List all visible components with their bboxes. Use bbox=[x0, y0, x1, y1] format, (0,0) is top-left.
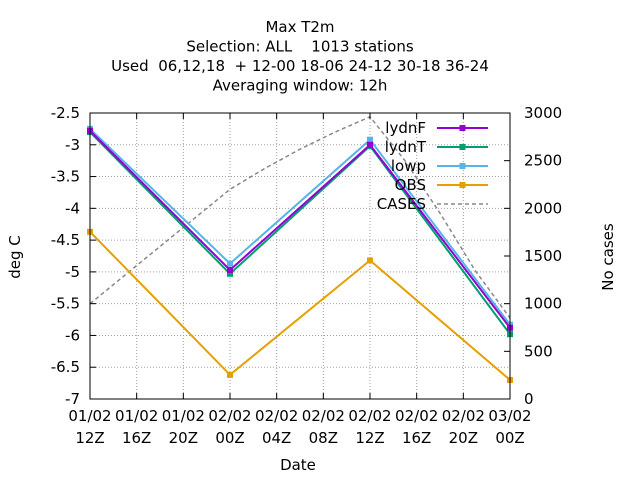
y-tick-label: -5 bbox=[65, 263, 80, 281]
data-point-lydnt bbox=[227, 270, 233, 277]
y-tick-label: -5.5 bbox=[51, 295, 80, 313]
data-point-lowp bbox=[227, 260, 233, 267]
y-tick-label: -3 bbox=[65, 136, 80, 154]
legend-label-lowp: lowp bbox=[391, 157, 426, 175]
x-tick-label-date: 01/02 bbox=[68, 407, 111, 425]
plot-frame bbox=[89, 112, 511, 400]
series-line-lydnf bbox=[89, 130, 511, 329]
data-point-obs bbox=[227, 371, 233, 378]
data-point-obs bbox=[367, 257, 373, 264]
legend-marker-obs bbox=[459, 182, 466, 188]
x-tick-label-hour: 04Z bbox=[262, 429, 291, 447]
x-tick-label-date: 02/02 bbox=[208, 407, 251, 425]
x-tick-label-date: 02/02 bbox=[255, 407, 298, 425]
y2-tick-label: 1500 bbox=[524, 247, 562, 265]
title-line: Selection: ALL 1013 stations bbox=[186, 38, 414, 56]
y2-tick-label: 500 bbox=[524, 342, 553, 360]
y-tick-label: -7 bbox=[65, 390, 80, 408]
x-tick-label-hour: 00Z bbox=[495, 429, 524, 447]
title-line: Max T2m bbox=[265, 18, 334, 36]
series-line-obs bbox=[89, 231, 511, 381]
x-tick-label-hour: 00Z bbox=[215, 429, 244, 447]
x-tick-label-hour: 20Z bbox=[449, 429, 478, 447]
y2-axis-label: No cases bbox=[599, 223, 617, 291]
x-tick-label-date: 02/02 bbox=[348, 407, 391, 425]
y2-tick-label: 2000 bbox=[524, 199, 562, 217]
axes: -2.5 -3 -3.5 -4 -4.5 -5 -5.5 -6 -6.5 -7 0 500 1000 15… bbox=[51, 104, 562, 447]
x-tick-label-hour: 12Z bbox=[355, 429, 384, 447]
y-tick-label: -3.5 bbox=[51, 168, 80, 186]
y-axis-label: deg C bbox=[6, 235, 24, 279]
y-tick-label: -4 bbox=[65, 199, 80, 217]
chart-title: Max T2m Selection: ALL 1013 stationsUsed … bbox=[111, 18, 489, 95]
x-tick-label-date: 03/02 bbox=[488, 407, 531, 425]
legend-label-obs: OBS bbox=[395, 176, 426, 194]
data-point-lydnf bbox=[227, 266, 233, 273]
title-line: Used 06,12,18 + 12-00 18-06 24-12 30-18 … bbox=[111, 57, 489, 75]
legend-label-lydnf: lydnF bbox=[385, 119, 426, 137]
x-tick-label-date: 02/02 bbox=[395, 407, 438, 425]
y-tick-label: -6.5 bbox=[51, 358, 80, 376]
y2-tick-label: 2500 bbox=[524, 152, 562, 170]
legend-marker-lydnt bbox=[459, 144, 466, 150]
x-tick-label-hour: 08Z bbox=[309, 429, 338, 447]
y-tick-label: -4.5 bbox=[51, 231, 80, 249]
legend-label-cases: CASES bbox=[377, 195, 426, 213]
x-tick-label-date: 02/02 bbox=[302, 407, 345, 425]
x-tick-label-hour: 20Z bbox=[169, 429, 198, 447]
y2-tick-label: 0 bbox=[524, 390, 534, 408]
title-line: Averaging window: 12h bbox=[213, 77, 388, 95]
x-axis-label: Date bbox=[280, 456, 316, 474]
series-line-cases bbox=[89, 115, 511, 319]
data-point-lowp bbox=[367, 136, 373, 143]
series-line-lydnt bbox=[89, 131, 511, 335]
data-point-lydnf bbox=[367, 141, 373, 148]
x-tick-label-hour: 12Z bbox=[75, 429, 104, 447]
x-tick-label-date: 01/02 bbox=[162, 407, 205, 425]
grid-lines bbox=[89, 112, 511, 400]
x-tick-label-hour: 16Z bbox=[402, 429, 431, 447]
x-tick-label-hour: 16Z bbox=[122, 429, 151, 447]
y-tick-label: -2.5 bbox=[51, 104, 80, 122]
x-tick-label-date: 01/02 bbox=[115, 407, 158, 425]
y2-tick-label: 1000 bbox=[524, 295, 562, 313]
x-tick-label-date: 02/02 bbox=[442, 407, 485, 425]
y-tick-label: -6 bbox=[65, 326, 80, 344]
legend-label-lydnt: lydnT bbox=[385, 138, 427, 156]
series-line-lowp bbox=[89, 128, 511, 326]
y2-tick-label: 3000 bbox=[524, 104, 562, 122]
legend-marker-lydnf bbox=[459, 125, 466, 131]
legend-marker-lowp bbox=[459, 163, 466, 169]
series-layer bbox=[87, 115, 513, 383]
